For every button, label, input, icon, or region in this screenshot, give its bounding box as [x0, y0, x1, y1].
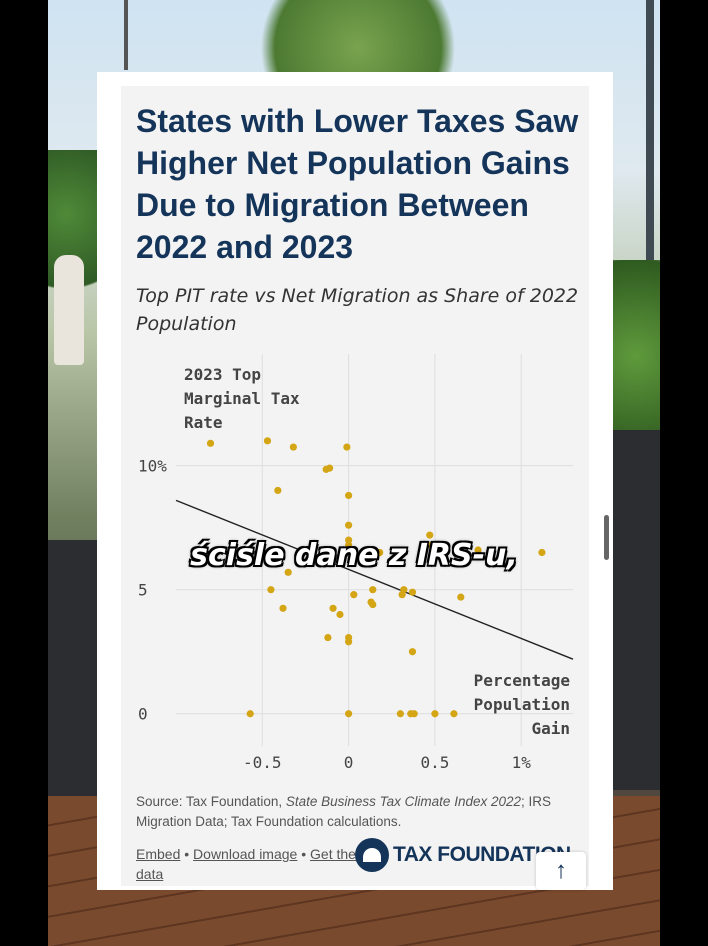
chart-card: States with Lower Taxes Saw Higher Net P… — [97, 72, 613, 890]
x-axis-label: Percentage — [474, 671, 570, 690]
data-point — [336, 610, 344, 619]
x-axis-label: Gain — [531, 719, 570, 738]
data-point — [345, 536, 353, 544]
pedestrian — [54, 255, 84, 365]
data-point — [345, 638, 353, 646]
traffic-sign-pole — [646, 0, 654, 260]
data-point — [246, 710, 254, 718]
chart-panel: States with Lower Taxes Saw Higher Net P… — [121, 86, 589, 886]
trend-line — [175, 499, 574, 660]
scatter-chart: -0.5 0 0.5 1% 0 5 10% 2023 Top Marginal Tax Rate P… — [138, 354, 574, 772]
data-point — [450, 710, 458, 718]
data-point — [369, 600, 377, 609]
data-point — [267, 586, 275, 594]
link-separator: • — [184, 846, 194, 862]
data-point — [457, 593, 465, 601]
x-tick-label: -0.5 — [243, 753, 282, 772]
tax-foundation-logo[interactable]: TAX FOUNDATION — [355, 838, 571, 872]
y-tick-label: 10% — [138, 457, 167, 476]
embed-link[interactable]: Embed — [136, 846, 181, 862]
source-prefix: Source: Tax Foundation, — [136, 794, 286, 809]
chart-subtitle: Top PIT rate vs Net Migration as Share o… — [136, 285, 579, 335]
data-point — [408, 648, 417, 656]
source-index-name: State Business Tax Climate Index 2022 — [285, 794, 521, 809]
download-image-link[interactable]: Download image — [193, 846, 298, 862]
data-point — [206, 439, 215, 447]
scroll-to-top-button[interactable]: ↑ — [536, 852, 586, 890]
x-tick-label: 0 — [344, 753, 354, 772]
x-tick-label: 1% — [512, 753, 532, 772]
data-point — [279, 604, 287, 612]
data-point — [274, 486, 282, 495]
data-point — [474, 546, 482, 554]
data-point — [345, 541, 353, 549]
source-note: Source: Tax Foundation, State Business T… — [136, 792, 581, 832]
scrollbar-thumb[interactable] — [604, 515, 609, 560]
data-point — [263, 437, 272, 445]
data-point — [324, 633, 332, 642]
logo-text: TAX FOUNDATION — [393, 843, 571, 866]
data-point — [326, 464, 334, 472]
data-point — [350, 591, 358, 599]
y-axis-label: Marginal Tax — [184, 389, 300, 408]
data-point — [398, 591, 406, 599]
street-pole — [124, 0, 128, 70]
link-separator: • — [301, 846, 311, 862]
data-point — [369, 586, 377, 594]
tree-foliage — [228, 0, 488, 80]
chart-links: Embed • Download image • Get the data — [136, 844, 366, 884]
data-point — [538, 548, 546, 557]
data-point — [343, 443, 351, 451]
get-data-link[interactable]: Get the data — [136, 846, 356, 882]
data-point — [396, 710, 404, 718]
data-point — [289, 443, 297, 451]
data-point — [345, 491, 353, 500]
data-point — [410, 710, 418, 718]
data-point — [431, 710, 439, 718]
source-suffix: ; IRS Migration Data; Tax Foundation cal… — [136, 794, 552, 829]
x-axis-label: Population — [474, 695, 570, 714]
subtitle-caption: ściśle dane z IRS-u, — [190, 538, 518, 573]
y-axis-label: Rate — [184, 413, 223, 432]
y-tick-label: 5 — [138, 581, 148, 600]
data-point — [427, 541, 436, 549]
data-point — [345, 521, 353, 529]
capitol-dome-icon — [355, 838, 389, 872]
data-point — [345, 710, 353, 718]
data-point — [408, 588, 417, 596]
x-tick-label: 0.5 — [420, 753, 449, 772]
data-point — [284, 568, 292, 576]
data-point — [426, 531, 434, 539]
data-point — [329, 604, 337, 612]
data-point — [376, 548, 384, 557]
chart-title: States with Lower Taxes Saw Higher Net P… — [136, 103, 579, 265]
y-tick-label: 0 — [138, 705, 148, 724]
y-axis-label: 2023 Top — [184, 365, 261, 384]
